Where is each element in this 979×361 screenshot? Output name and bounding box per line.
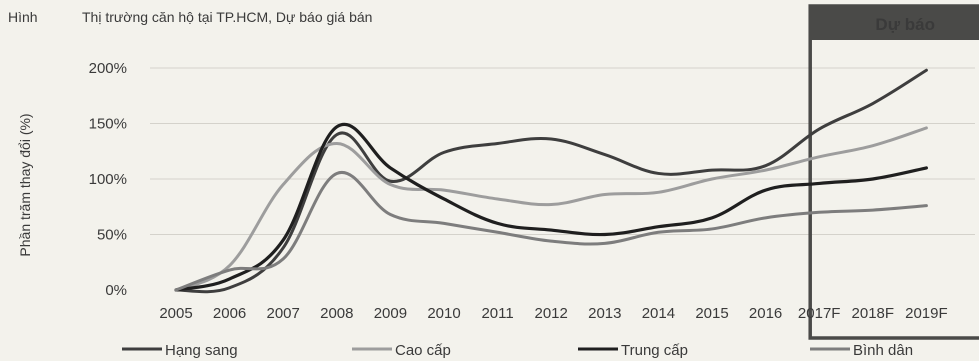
legend-label: Hạng sang	[165, 342, 238, 359]
series-line-1	[174, 68, 928, 294]
figure-label: Hình	[8, 9, 38, 25]
y-tick-label: 50%	[97, 227, 127, 244]
legend-label: Trung cấp	[621, 342, 688, 359]
legend-item: Bình dân	[810, 342, 913, 359]
x-tick-label: 2005	[159, 305, 192, 322]
x-tick-label: 2016	[749, 305, 782, 322]
x-tick-label: 2011	[481, 305, 513, 322]
y-tick-label: 0%	[105, 282, 127, 299]
x-tick-label: 2006	[213, 305, 246, 322]
figure-caption: Thị trường căn hộ tại TP.HCM, Dự báo giá…	[82, 9, 372, 25]
legend-label: Cao cấp	[395, 342, 451, 359]
x-tick-label: 2012	[535, 305, 568, 322]
legend-item: Cao cấp	[352, 342, 451, 359]
y-tick-label: 100%	[89, 171, 127, 188]
legend-label: Bình dân	[853, 342, 913, 359]
legend: Hạng sang Cao cấp Trung cấp Bình dân	[122, 342, 913, 359]
y-axis-label: Phần trăm thay đổi (%)	[17, 113, 33, 256]
y-tick-label: 150%	[89, 116, 127, 133]
y-axis-ticks: 0% 50% 100% 150% 200%	[89, 60, 127, 299]
forecast-label: Dự báo	[875, 15, 935, 34]
series-line-3	[174, 122, 928, 292]
x-tick-label: 2008	[320, 305, 353, 322]
x-tick-label: 2007	[267, 305, 300, 322]
x-tick-label: 2015	[695, 305, 728, 322]
legend-item: Trung cấp	[578, 342, 688, 359]
y-tick-label: 200%	[89, 60, 127, 77]
series-line-2	[174, 126, 928, 292]
series-lines	[174, 68, 928, 294]
x-tick-label: 2019F	[905, 305, 948, 322]
x-tick-label: 2009	[374, 305, 407, 322]
x-axis-ticks: 2005 2006 2007 2008 2009 2010 2011 2012 2013 2014…	[159, 305, 947, 322]
forecast-header	[810, 6, 979, 40]
legend-item: Hạng sang	[122, 342, 238, 359]
x-tick-label: 2010	[427, 305, 460, 322]
series-line-4	[174, 170, 928, 292]
x-tick-label: 2013	[588, 305, 621, 322]
x-tick-label: 2018F	[852, 305, 895, 322]
x-tick-label: 2017F	[798, 305, 841, 322]
forecast-box	[808, 4, 979, 340]
x-tick-label: 2014	[642, 305, 675, 322]
